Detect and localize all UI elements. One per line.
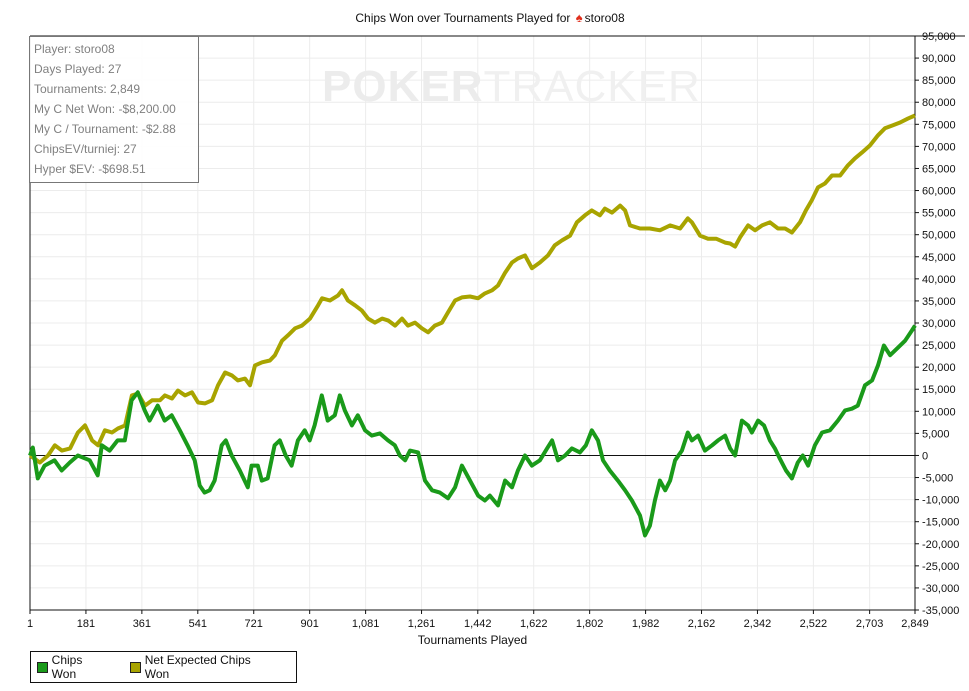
stat-tournaments: Tournaments: 2,849 — [34, 82, 141, 96]
legend-item-chips-won[interactable]: Chips Won — [37, 653, 108, 681]
x-tick-label: 361 — [133, 618, 151, 630]
x-tick-label: 1,622 — [520, 618, 548, 630]
y-tick-label: -35,000 — [922, 605, 959, 617]
stat-chips-ev: ChipsEV/turniej: 27 — [34, 142, 137, 156]
y-tick-label: 55,000 — [922, 208, 956, 220]
y-tick-label: 45,000 — [922, 252, 956, 264]
x-tick-label: 2,522 — [800, 618, 828, 630]
y-tick-label: 75,000 — [922, 119, 956, 131]
y-tick-label: 50,000 — [922, 230, 956, 242]
y-tick-label: 15,000 — [922, 384, 956, 396]
stat-hyper-sev: Hyper $EV: -$698.51 — [34, 162, 146, 176]
series-line-chips-won — [28, 324, 917, 538]
y-tick-label: -5,000 — [922, 473, 953, 485]
y-tick-label: 80,000 — [922, 97, 956, 109]
y-tick-label: 60,000 — [922, 186, 956, 198]
y-tick-label: 85,000 — [922, 75, 956, 87]
pokertracker-watermark: POKERTRACKER — [322, 62, 701, 111]
x-tick-label: 901 — [300, 618, 318, 630]
x-tick-label: 1,982 — [632, 618, 660, 630]
y-tick-label: -10,000 — [922, 495, 959, 507]
chart-title: Chips Won over Tournaments Played for ♠ s… — [355, 10, 625, 25]
stat-per-tournament: My C / Tournament: -$2.88 — [34, 122, 176, 136]
stat-days-played: Days Played: 27 — [34, 62, 122, 76]
x-axis-label: Tournaments Played — [417, 633, 528, 647]
y-tick-label: 65,000 — [922, 163, 956, 175]
x-tick-label: 2,849 — [901, 618, 929, 630]
y-tick-label: 10,000 — [922, 406, 956, 418]
x-tick-label: 1,442 — [464, 618, 492, 630]
legend: Chips Won Net Expected Chips Won — [30, 651, 297, 683]
y-tick-label: -30,000 — [922, 583, 959, 595]
legend-swatch — [37, 661, 48, 673]
stat-net-won: My C Net Won: -$8,200.00 — [34, 102, 176, 116]
y-tick-label: 25,000 — [922, 340, 956, 352]
y-tick-label: 35,000 — [922, 296, 956, 308]
x-tick-label: 2,703 — [856, 618, 884, 630]
y-tick-label: 0 — [922, 450, 928, 462]
legend-label: Chips Won — [51, 653, 83, 681]
y-tick-label: 30,000 — [922, 318, 956, 330]
y-tick-label: -15,000 — [922, 517, 959, 529]
stats-box: Player: storo08 Days Played: 27 Tourname… — [29, 36, 199, 183]
legend-label: Net Expected Chips Won — [144, 653, 251, 681]
y-tick-label: 20,000 — [922, 362, 956, 374]
y-tick-label: 40,000 — [922, 274, 956, 286]
y-tick-label: -20,000 — [922, 539, 959, 551]
legend-item-net-expected[interactable]: Net Expected Chips Won — [130, 653, 274, 681]
x-tick-label: 1 — [27, 618, 33, 630]
x-tick-label: 2,162 — [688, 618, 716, 630]
x-tick-label: 541 — [189, 618, 207, 630]
spade-icon: ♠ — [575, 10, 583, 25]
series-line-net-expected-chips-won — [28, 113, 916, 465]
y-tick-label: 5,000 — [922, 428, 950, 440]
x-tick-label: 721 — [245, 618, 263, 630]
x-tick-label: 1,081 — [352, 618, 380, 630]
x-tick-label: 2,342 — [744, 618, 772, 630]
y-tick-label: 90,000 — [922, 53, 956, 65]
stat-player: Player: storo08 — [34, 42, 115, 56]
y-tick-label: -25,000 — [922, 561, 959, 573]
y-tick-label: 70,000 — [922, 141, 956, 153]
x-tick-label: 1,802 — [576, 618, 604, 630]
y-tick-label: 95,000 — [922, 31, 956, 43]
x-tick-label: 1,261 — [408, 618, 436, 630]
legend-swatch — [130, 661, 141, 673]
x-tick-label: 181 — [77, 618, 95, 630]
